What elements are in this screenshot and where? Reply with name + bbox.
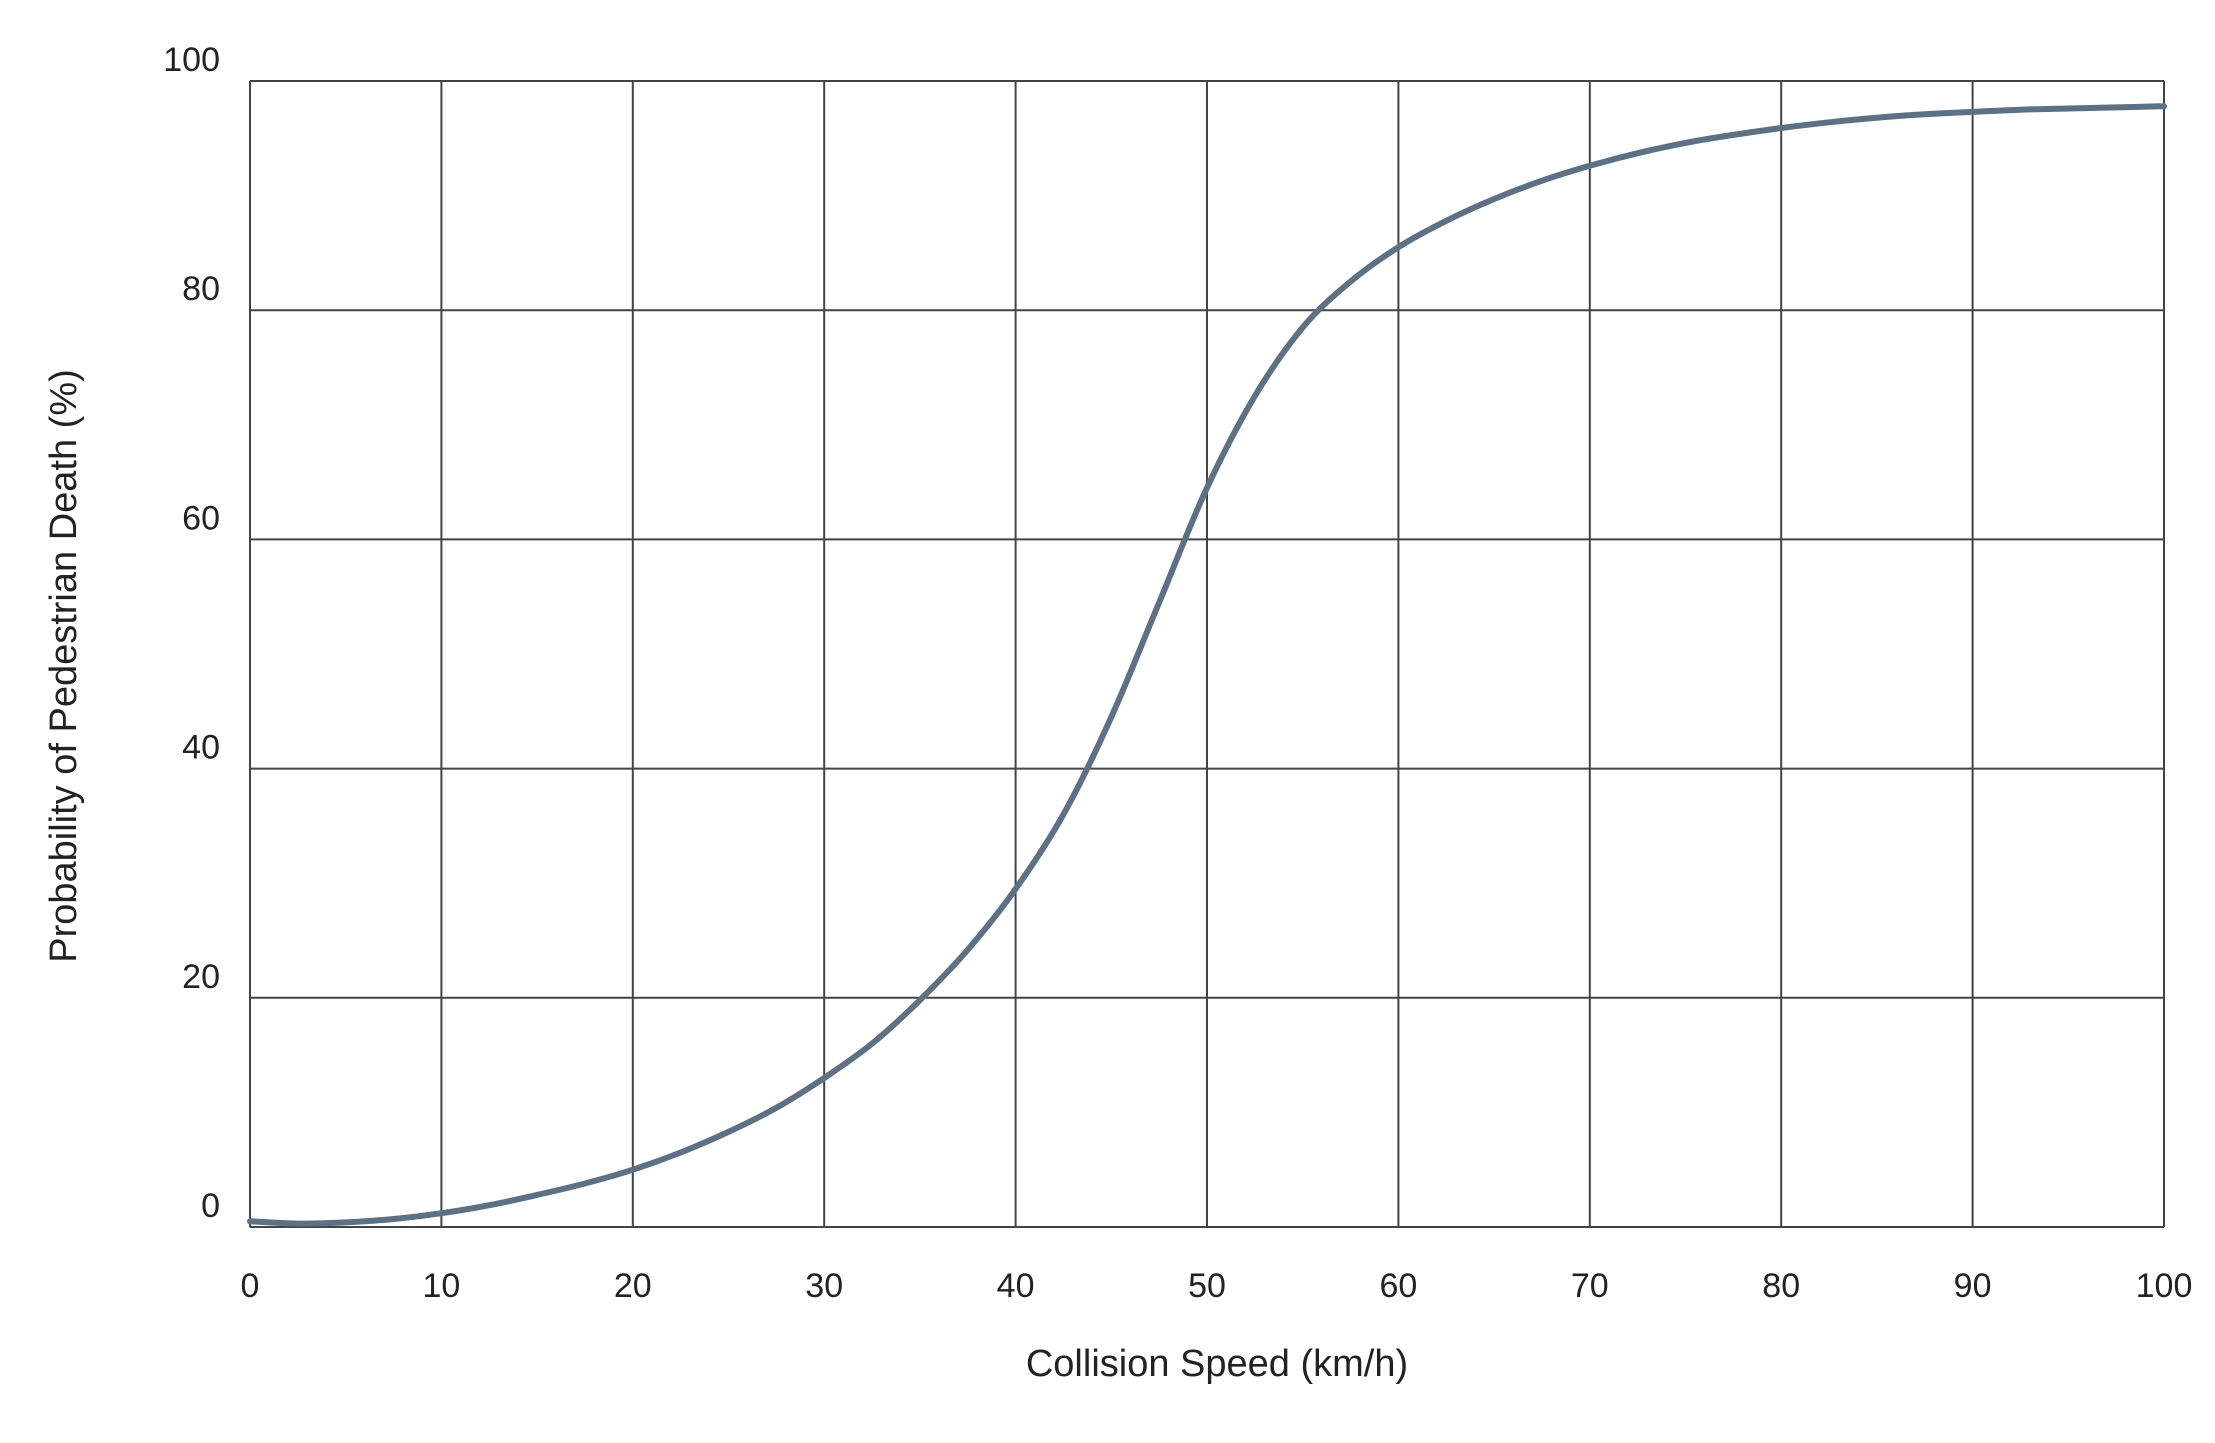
series-line — [247, 103, 2167, 1227]
x-tick-label: 80 — [1762, 1267, 1800, 1305]
y-tick-label: 100 — [163, 41, 220, 79]
x-tick-label: 100 — [2136, 1267, 2193, 1305]
x-tick-label: 70 — [1571, 1267, 1609, 1305]
x-tick-label: 60 — [1379, 1267, 1417, 1305]
x-tick-label: 20 — [614, 1267, 652, 1305]
x-tick-label: 40 — [997, 1267, 1035, 1305]
x-tick-label: 10 — [422, 1267, 460, 1305]
y-tick-label: 0 — [201, 1187, 220, 1225]
x-tick-label: 50 — [1188, 1267, 1226, 1305]
y-tick-label: 40 — [182, 729, 220, 767]
x-tick-label: 90 — [1954, 1267, 1992, 1305]
series-layer — [247, 103, 2167, 1227]
y-axis-title: Probability of Pedestrian Death (%) — [43, 369, 85, 963]
tick-labels: 0 10 20 30 40 50 60 70 80 90 100 0 20 40 60 80 100 — [163, 41, 2192, 1305]
grid — [249, 80, 2165, 1228]
y-tick-label: 80 — [182, 270, 220, 308]
y-tick-label: 60 — [182, 499, 220, 537]
x-tick-label: 0 — [241, 1267, 260, 1305]
x-tick-label: 30 — [805, 1267, 843, 1305]
y-tick-label: 20 — [182, 958, 220, 996]
x-axis-title: Collision Speed (km/h) — [1026, 1343, 1408, 1385]
